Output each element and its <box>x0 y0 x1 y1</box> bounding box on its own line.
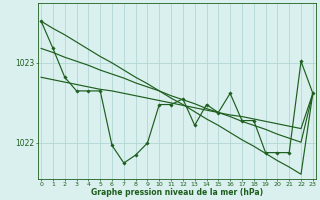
X-axis label: Graphe pression niveau de la mer (hPa): Graphe pression niveau de la mer (hPa) <box>91 188 263 197</box>
